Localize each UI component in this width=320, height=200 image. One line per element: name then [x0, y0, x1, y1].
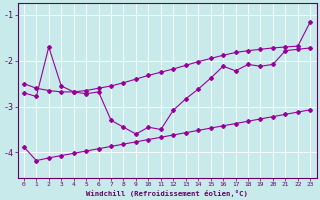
- X-axis label: Windchill (Refroidissement éolien,°C): Windchill (Refroidissement éolien,°C): [86, 190, 248, 197]
